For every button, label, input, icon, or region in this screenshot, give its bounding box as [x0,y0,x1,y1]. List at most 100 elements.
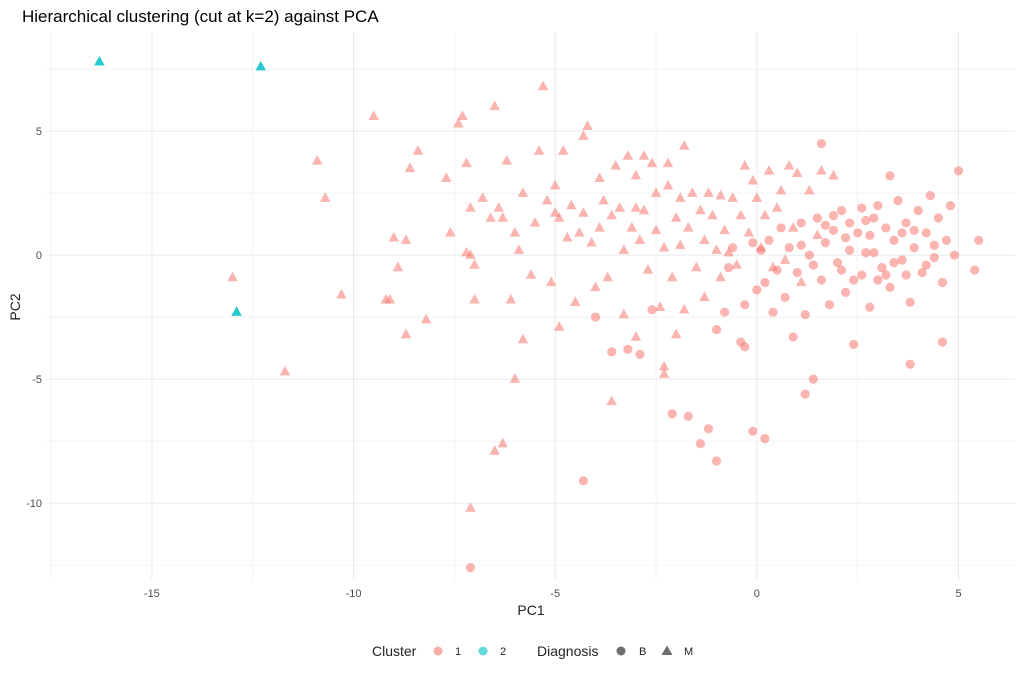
point-cluster-1-m [735,209,747,220]
point-cluster-1-b [764,235,774,245]
point-cluster-1-m [779,254,791,264]
point-cluster-1-b [820,220,831,231]
point-cluster-1-b [703,424,714,434]
legend-cluster-2-label: 2 [500,646,506,658]
point-cluster-1-b [845,245,855,255]
point-cluster-1-m [662,179,674,190]
point-cluster-1-m [541,194,553,205]
point-cluster-1-m [650,224,662,235]
point-cluster-1-m [654,301,666,311]
point-cluster-1-m [787,222,799,232]
point-cluster-1-b [974,235,984,245]
point-cluster-1-m [739,160,751,170]
point-cluster-1-b [578,476,589,486]
point-cluster-1-m [775,184,787,195]
point-cluster-1-b [865,230,875,240]
point-cluster-1-b [873,275,883,285]
point-cluster-1-m [445,226,456,237]
point-cluster-1-m [549,179,561,190]
point-cluster-1-b [881,270,891,280]
point-cluster-1-m [658,368,670,378]
point-cluster-1-b [836,205,847,216]
point-cluster-1-b [808,374,818,384]
point-cluster-1-b [945,200,956,211]
point-cluster-1-b [849,339,859,350]
point-cluster-1-b [711,324,722,335]
point-cluster-1-m [493,202,505,212]
point-cluster-1-b [832,258,843,268]
point-cluster-1-b [949,250,960,260]
point-cluster-1-m [711,244,722,254]
x-tick-label: 0 [754,588,760,600]
point-cluster-1-b [720,307,730,317]
point-cluster-1-m [678,303,690,314]
point-cluster-1-b [808,260,818,270]
point-cluster-1-b [889,235,899,245]
point-cluster-1-m [795,276,807,287]
point-cluster-1-m [642,264,654,274]
point-cluster-1-m [606,395,617,406]
point-cluster-1-m [598,194,609,205]
point-cluster-1-b [897,228,907,238]
point-cluster-1-b [788,332,798,342]
point-cluster-1-m [578,207,589,217]
point-cluster-1-b [804,250,814,260]
point-cluster-1-m [469,259,480,269]
point-cluster-1-m [606,209,617,220]
point-cluster-1-m [469,293,480,304]
point-cluster-1-m [602,271,613,282]
point-cluster-1-b [841,287,851,297]
legend-shape-b-key [616,646,626,656]
point-cluster-1-m [816,164,827,175]
point-cluster-1-b [812,213,822,223]
point-cluster-1-b [869,248,879,258]
x-axis-title: PC1 [517,602,544,618]
point-cluster-1-m [666,271,678,282]
point-cluster-1-b [909,225,919,235]
point-cluster-1-m [783,160,795,170]
point-cluster-1-b [901,270,911,280]
point-cluster-1-b [711,456,722,466]
point-cluster-1-m [594,172,605,183]
point-cluster-1-m [465,249,476,259]
point-cluster-1-b [917,267,927,278]
point-cluster-1-b [909,243,919,253]
point-cluster-1-b [933,213,943,223]
point-cluster-1-m [412,145,424,155]
point-cluster-1-m [549,207,561,217]
point-cluster-1-b [728,243,738,253]
point-cluster-1-m [791,167,803,178]
point-cluster-1-m [586,236,597,247]
point-cluster-1-m [525,269,537,279]
point-cluster-1-b [853,228,863,238]
point-cluster-1-b [760,277,770,288]
point-cluster-1-b [800,310,810,320]
point-cluster-1-b [889,258,899,268]
point-cluster-1-b [740,342,750,352]
point-cluster-1-b [849,275,859,285]
point-cluster-1-m [400,328,412,339]
legend-cluster-1-label: 1 [455,646,461,658]
point-cluster-1-m [279,365,291,376]
point-cluster-1-m [687,187,698,197]
point-cluster-1-m [497,437,509,448]
point-cluster-1-b [816,275,827,285]
point-cluster-1-b [929,253,939,263]
point-cluster-1-b [796,218,806,228]
y-tick-label: 0 [36,250,42,262]
point-cluster-1-m [691,261,702,272]
point-cluster-1-m [812,229,823,240]
point-cluster-1-m [594,222,605,232]
legend-diagnosis-title: Diagnosis [537,643,598,659]
legend-shape-m-label: M [684,646,693,658]
point-cluster-1-m [545,276,557,287]
point-cluster-1-m [465,502,476,512]
point-cluster-1-m [336,288,347,299]
point-cluster-1-m [622,150,634,160]
point-cluster-1-b [865,302,875,312]
point-cluster-1-m [610,160,621,170]
point-cluster-1-b [873,200,883,211]
point-cluster-1-b [683,411,693,421]
point-cluster-1-b [937,277,948,288]
point-cluster-1-b [724,262,734,273]
